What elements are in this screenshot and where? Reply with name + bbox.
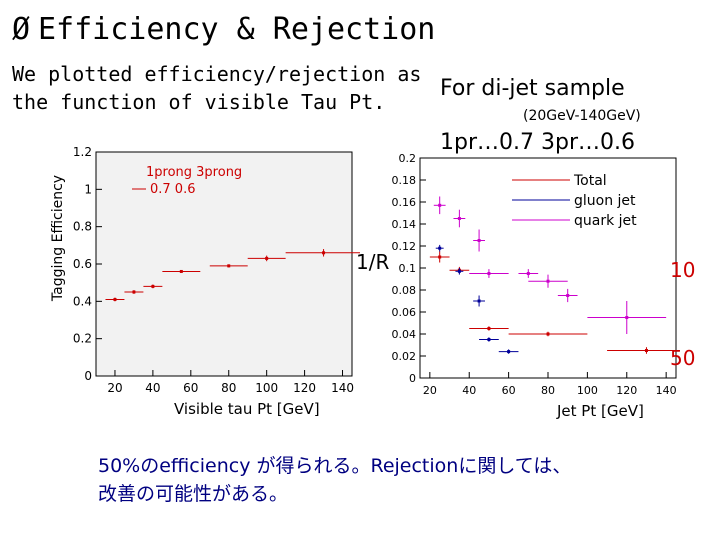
y-tick-label: 0.8: [73, 220, 92, 234]
data-point-marker: [179, 269, 183, 273]
data-point-marker: [265, 256, 269, 260]
data-point-marker: [566, 294, 570, 297]
arrow-bullet-icon: Ø: [12, 12, 31, 47]
x-tick-label: 140: [331, 381, 354, 395]
conclusion-line-1: 50%のefficiency が得られる。Rejectionに関しては、: [98, 455, 572, 477]
slide-title-text: Efficiency & Rejection: [38, 12, 436, 47]
y-tick-label: 0.18: [392, 174, 417, 187]
data-point-marker: [644, 349, 648, 352]
legend-entry: 0.7 0.6: [150, 182, 195, 197]
y-tick-label: 1: [84, 182, 92, 196]
data-point-marker: [546, 279, 550, 283]
rejection-50-marker: 50: [670, 346, 696, 370]
y-tick-label: 0.14: [392, 218, 417, 231]
plot-background: [96, 152, 352, 376]
conclusion-text: 50%のefficiency が得られる。Rejectionに関しては、 改善の…: [98, 452, 571, 508]
x-tick-label: 20: [423, 384, 437, 397]
y-tick-label: 0: [409, 372, 416, 385]
data-point-marker: [151, 284, 155, 288]
y-tick-label: 0.1: [399, 262, 417, 275]
intro-line-1: We plotted efficiency/rejection as: [12, 62, 422, 86]
y-tick-label: 0.2: [73, 332, 92, 346]
sample-range: (20GeV-140GeV): [523, 108, 641, 124]
intro-text: We plotted efficiency/rejection as the f…: [12, 60, 421, 116]
y-tick-label: 0: [84, 369, 92, 383]
data-point-marker: [487, 327, 491, 330]
x-tick-label: 40: [145, 381, 160, 395]
y-tick-label: 0.16: [392, 196, 417, 209]
data-point-marker: [526, 272, 530, 275]
x-tick-label: 80: [221, 381, 236, 395]
y-tick-label: 0.04: [392, 328, 417, 341]
legend-label: Total: [573, 173, 607, 189]
intro-line-2: the function of visible Tau Pt.: [12, 90, 386, 114]
data-point-marker: [438, 246, 442, 250]
prong-summary: 1pr…0.7 3pr…0.6: [440, 130, 635, 155]
x-tick-label: 80: [541, 384, 555, 397]
x-tick-label: 60: [183, 381, 198, 395]
legend-label: quark jet: [574, 213, 637, 229]
data-point-marker: [438, 255, 442, 259]
slide-title: Ø Efficiency & Rejection: [12, 12, 435, 47]
data-point-marker: [227, 264, 231, 268]
legend-label: gluon jet: [574, 193, 636, 209]
x-tick-label: 20: [107, 381, 122, 395]
data-point-marker: [132, 290, 136, 294]
efficiency-y-axis-label: Tagging Efficiency: [50, 174, 66, 302]
rejection-x-axis-label: Jet Pt [GeV]: [557, 402, 644, 420]
data-point-marker: [507, 350, 511, 354]
data-point-marker: [477, 239, 481, 242]
plot-frame: [419, 157, 677, 379]
efficiency-x-axis-label: Visible tau Pt [GeV]: [174, 400, 320, 418]
data-point-marker: [477, 299, 481, 303]
y-tick-label: 0.4: [73, 294, 92, 308]
y-tick-label: 0.2: [399, 152, 417, 165]
data-point-marker: [322, 251, 326, 255]
efficiency-chart: 0 0.2 0.4 0.6 0.8 1 1.2 20 40 60 80 100 120 140 1prong…: [73, 145, 360, 395]
rejection-chart: 0 0.02 0.04 0.06 0.08 0.1 0.12 0.14 0.16 0.18 0.2 2…: [392, 152, 680, 397]
x-tick-label: 140: [656, 384, 677, 397]
data-point-marker: [487, 338, 491, 341]
conclusion-line-2: 改善の可能性がある。: [98, 483, 289, 505]
y-tick-label: 0.12: [392, 240, 417, 253]
y-tick-label: 0.08: [392, 284, 417, 297]
y-tick-label: 0.6: [73, 257, 92, 271]
data-point-marker: [546, 332, 550, 336]
data-point-marker: [113, 297, 117, 301]
x-tick-label: 120: [293, 381, 316, 395]
sample-label: For di-jet sample: [440, 76, 625, 101]
x-tick-label: 120: [616, 384, 637, 397]
inverse-rejection-label: 1/R: [356, 250, 390, 274]
data-point-marker: [487, 272, 491, 275]
y-tick-label: 0.06: [392, 306, 417, 319]
y-tick-label: 1.2: [73, 145, 92, 159]
y-tick-label: 0.02: [392, 350, 417, 363]
x-tick-label: 60: [502, 384, 516, 397]
data-point-marker: [438, 203, 442, 207]
data-point-marker: [625, 316, 629, 319]
x-tick-label: 100: [255, 381, 278, 395]
legend-header: 1prong 3prong: [146, 165, 242, 180]
rejection-10-marker: 10: [670, 258, 696, 282]
x-tick-label: 40: [462, 384, 476, 397]
x-tick-label: 100: [577, 384, 598, 397]
data-point-marker: [457, 269, 461, 273]
data-point-marker: [457, 217, 461, 220]
